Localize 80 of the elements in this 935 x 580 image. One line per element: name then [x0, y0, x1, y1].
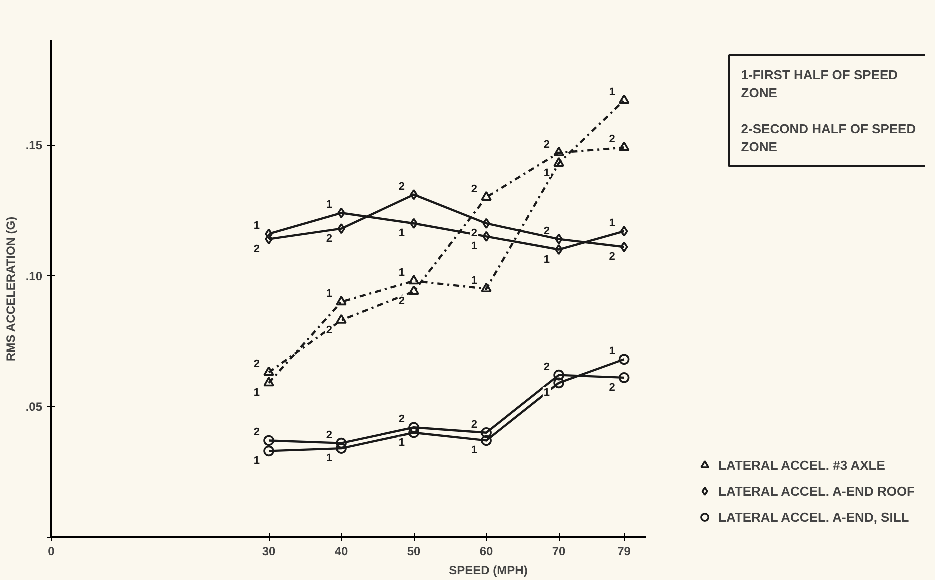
annotation: 1 — [326, 199, 333, 212]
point — [264, 435, 274, 446]
x-tick-label: 0 — [48, 544, 56, 558]
annotation: 2 — [471, 228, 478, 240]
point — [264, 446, 274, 457]
annotation: 2 — [398, 414, 406, 426]
annotation: 2 — [326, 429, 333, 442]
x-tick-label: 79 — [618, 544, 632, 558]
point — [408, 427, 420, 438]
point — [620, 226, 628, 237]
x-tick-label: 70 — [552, 544, 566, 558]
point — [408, 275, 420, 285]
point — [481, 282, 492, 292]
annotation: 1 — [471, 275, 478, 287]
point — [408, 286, 420, 296]
annotation: 2 — [471, 183, 478, 196]
annotation: 1 — [544, 254, 550, 266]
annotation: 1 — [254, 387, 260, 400]
annotation: 2 — [544, 138, 550, 151]
y-tick-label: .15 — [26, 138, 43, 153]
annotation: 1 — [609, 346, 616, 358]
annotation: 2 — [609, 382, 616, 394]
point — [336, 296, 347, 306]
x-tick-label: 60 — [480, 544, 494, 558]
annotation: 2 — [398, 296, 406, 308]
annotation: 2 — [544, 361, 550, 374]
point — [554, 157, 564, 167]
annotation: 2 — [544, 225, 550, 238]
point — [618, 354, 630, 366]
point — [554, 370, 564, 381]
point — [618, 372, 630, 384]
annotation: 1 — [544, 167, 550, 180]
annotation: 1 — [609, 217, 616, 230]
x-tick-label: 40 — [334, 544, 349, 558]
y-tick-label: .10 — [26, 269, 43, 284]
annotation: 2 — [326, 324, 333, 336]
point — [264, 366, 274, 376]
annotation: 1 — [471, 444, 478, 457]
annotation: 2 — [609, 251, 616, 264]
y-axis-title: RMS ACCELERATION (G) — [4, 216, 18, 362]
annotation: 2 — [254, 358, 260, 371]
annotation: 1 — [398, 228, 406, 240]
point — [554, 378, 564, 389]
annotation: 1 — [326, 452, 333, 465]
x-tick-label: 30 — [262, 544, 276, 558]
point — [336, 443, 347, 454]
annotation: 1 — [254, 455, 260, 468]
point — [408, 422, 420, 434]
annotation: 2 — [398, 180, 406, 193]
point — [618, 142, 630, 152]
annotation: 1 — [544, 387, 550, 400]
y-tick-label: .05 — [26, 400, 43, 414]
text: 1-FIRST HALF OF SPEED ZONE — [741, 67, 898, 100]
point — [265, 228, 273, 240]
point — [481, 435, 492, 446]
annotation: 2 — [326, 232, 333, 245]
point — [336, 314, 347, 324]
point — [620, 242, 628, 253]
point — [554, 146, 564, 156]
annotation: 1 — [471, 240, 478, 253]
text: 2-SECOND HALF OF SPEED ZONE — [741, 121, 916, 154]
annotation: 1 — [326, 288, 333, 300]
x-tick-label: 50 — [407, 544, 422, 558]
point — [481, 191, 492, 201]
legend-label: LATERAL ACCEL. A-END ROOF — [718, 484, 915, 498]
legend-label: LATERAL ACCEL. A-END, SILL — [718, 510, 910, 524]
annotation: 2 — [609, 134, 616, 146]
legend-label: LATERAL ACCEL. #3 AXLE — [718, 458, 886, 472]
point — [264, 377, 274, 387]
point — [618, 94, 630, 104]
annotation: 2 — [254, 426, 260, 439]
annotation: 2 — [471, 418, 478, 431]
annotation: 1 — [398, 436, 406, 449]
point — [481, 427, 492, 438]
annotation: 1 — [254, 220, 260, 232]
point — [336, 438, 347, 449]
x-axis-title: SPEED (MPH) — [449, 564, 528, 578]
annotation: 1 — [609, 86, 616, 99]
annotation: 2 — [254, 243, 260, 256]
annotation: 1 — [398, 267, 406, 280]
